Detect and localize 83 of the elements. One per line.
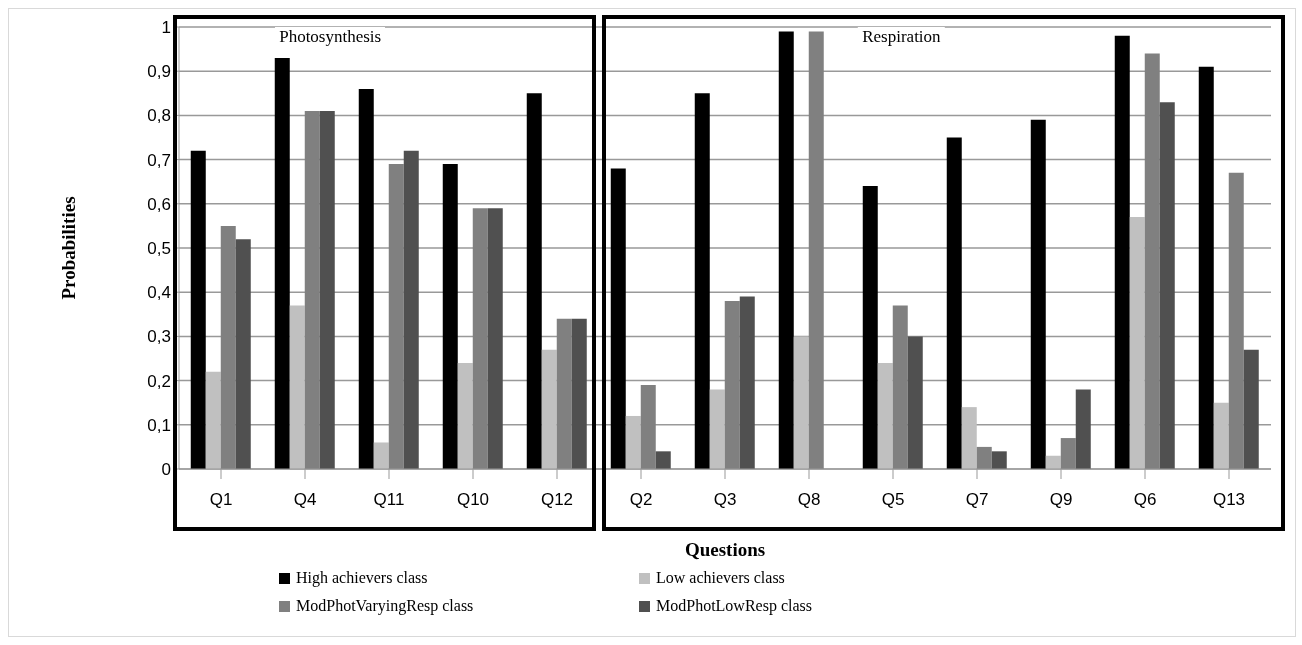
bar <box>1060 438 1076 469</box>
y-tick-label: 0,2 <box>147 371 171 391</box>
x-tick-label: Q13 <box>1212 490 1246 510</box>
bar <box>907 336 923 469</box>
legend-label: ModPhotLowResp class <box>656 597 812 615</box>
x-tick-label: Q6 <box>1133 490 1157 510</box>
bar <box>892 305 908 469</box>
x-tick-label: Q3 <box>713 490 737 510</box>
y-tick-label: 1 <box>161 18 171 38</box>
bar <box>403 150 419 469</box>
bar <box>1129 217 1145 469</box>
bar <box>1213 402 1229 469</box>
bar <box>1075 389 1091 469</box>
y-tick-label: 0,1 <box>147 415 171 435</box>
bar <box>274 57 290 469</box>
bar <box>1243 349 1259 469</box>
bar <box>235 239 251 469</box>
bar <box>289 305 305 469</box>
bar <box>556 318 572 469</box>
bar <box>220 225 236 469</box>
bar <box>205 371 221 469</box>
bar <box>793 336 809 469</box>
bar <box>1228 172 1244 469</box>
bar <box>487 208 503 469</box>
bar <box>778 31 794 469</box>
bar <box>1030 119 1046 469</box>
x-tick-label: Q2 <box>629 490 653 510</box>
bar <box>1198 66 1214 469</box>
bar <box>457 362 473 469</box>
bar <box>655 451 671 469</box>
x-tick-label: Q10 <box>456 490 490 510</box>
bar <box>862 186 878 469</box>
y-tick-label: 0,9 <box>147 62 171 82</box>
annotation: Photosynthesis <box>275 27 386 47</box>
bar <box>319 110 335 469</box>
x-tick-label: Q5 <box>881 490 905 510</box>
bar <box>640 385 656 469</box>
bar <box>961 407 977 469</box>
x-axis-title: Questions <box>684 539 766 561</box>
bar <box>709 389 725 469</box>
bar <box>946 137 962 469</box>
x-tick-label: Q11 <box>373 490 405 510</box>
bar <box>724 301 740 469</box>
legend-label: High achievers class <box>296 569 428 587</box>
bar <box>808 31 824 469</box>
x-tick-label: Q8 <box>797 490 821 510</box>
y-tick-label: 0 <box>161 460 171 480</box>
bar <box>472 208 488 469</box>
bar <box>571 318 587 469</box>
bar <box>694 93 710 469</box>
bar <box>610 168 626 469</box>
bar <box>358 88 374 469</box>
bar <box>877 362 893 469</box>
x-tick-label: Q7 <box>965 490 989 510</box>
bar <box>526 93 542 469</box>
bar <box>1159 102 1175 469</box>
annotation: Respiration <box>858 27 945 47</box>
x-tick-label: Q1 <box>209 490 233 510</box>
bar <box>388 164 404 469</box>
bar <box>739 296 755 469</box>
y-tick-label: 0,6 <box>147 194 171 214</box>
x-tick-label: Q4 <box>293 490 317 510</box>
y-tick-label: 0,5 <box>147 239 171 259</box>
y-tick-label: 0,8 <box>147 106 171 126</box>
bar <box>373 442 389 469</box>
bar <box>1144 53 1160 469</box>
x-tick-label: Q12 <box>540 490 574 510</box>
y-axis-title: Probabilities <box>58 196 80 300</box>
y-tick-label: 0,7 <box>147 150 171 170</box>
bar <box>190 150 206 469</box>
y-tick-label: 0,3 <box>147 327 171 347</box>
bar <box>991 451 1007 469</box>
bar <box>442 164 458 469</box>
bar <box>304 110 320 469</box>
bar <box>976 446 992 469</box>
bar <box>1045 455 1061 469</box>
bar <box>1114 35 1130 469</box>
bar <box>625 415 641 469</box>
x-tick-label: Q9 <box>1049 490 1073 510</box>
y-tick-label: 0,4 <box>147 283 171 303</box>
bar <box>541 349 557 469</box>
legend-label: ModPhotVaryingResp class <box>296 597 474 615</box>
legend-label: Low achievers class <box>656 569 785 587</box>
